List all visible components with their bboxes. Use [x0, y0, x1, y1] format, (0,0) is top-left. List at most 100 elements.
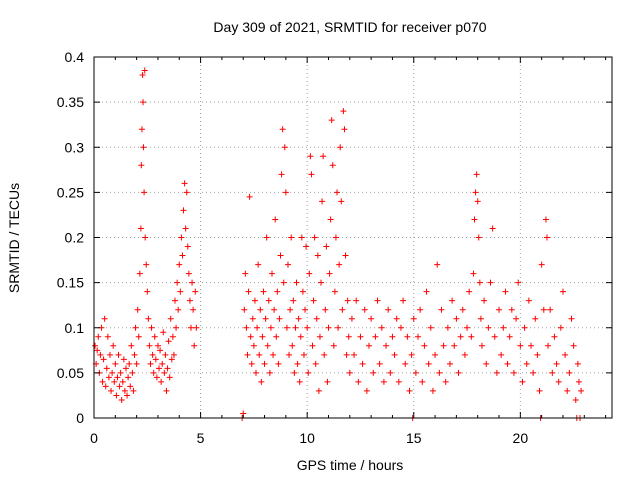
data-point [109, 369, 116, 376]
data-point [487, 279, 494, 286]
data-point [419, 378, 426, 385]
data-point [286, 351, 293, 358]
data-point [429, 387, 436, 394]
data-point [491, 333, 498, 340]
data-point [383, 342, 390, 349]
data-point [268, 270, 275, 277]
data-point [332, 234, 339, 241]
data-point [572, 396, 579, 403]
data-point [496, 306, 503, 313]
data-point [264, 342, 271, 349]
data-point [343, 351, 350, 358]
data-point [97, 351, 104, 358]
data-point [189, 279, 196, 286]
data-point [174, 279, 181, 286]
data-point [165, 338, 172, 345]
data-point [348, 315, 355, 322]
data-point [291, 369, 298, 376]
data-point [94, 347, 101, 354]
data-point [101, 315, 108, 322]
data-point [191, 342, 198, 349]
data-point [115, 351, 122, 358]
data-point [515, 279, 522, 286]
data-point [303, 243, 310, 250]
data-point [472, 189, 479, 196]
data-point [282, 189, 289, 196]
data-point [128, 342, 135, 349]
data-point [256, 351, 263, 358]
y-tick-label: 0.25 [57, 184, 84, 200]
data-point [338, 198, 345, 205]
data-point [342, 252, 349, 259]
data-point [329, 162, 336, 169]
data-point [376, 360, 383, 367]
data-point [481, 297, 488, 304]
data-point [278, 171, 285, 178]
y-tick-label: 0.2 [65, 230, 85, 246]
data-point [361, 306, 368, 313]
data-point [525, 297, 532, 304]
data-point [312, 360, 319, 367]
data-point [372, 333, 379, 340]
data-point [466, 288, 473, 295]
data-point [185, 270, 192, 277]
data-point [391, 351, 398, 358]
data-point [121, 387, 128, 394]
data-point [316, 333, 323, 340]
data-point [166, 374, 173, 381]
data-point [108, 387, 115, 394]
x-axis-title: GPS time / hours [297, 457, 404, 473]
data-point [404, 333, 411, 340]
data-point [436, 369, 443, 376]
data-point [300, 351, 307, 358]
data-point [151, 333, 158, 340]
data-point [457, 333, 464, 340]
data-point [157, 347, 164, 354]
data-point [570, 342, 577, 349]
data-point [378, 324, 385, 331]
data-point [335, 324, 342, 331]
data-point [145, 315, 152, 322]
data-point [344, 297, 351, 304]
data-point [306, 270, 313, 277]
data-point [153, 374, 160, 381]
data-point [140, 144, 147, 151]
data-point [100, 356, 107, 363]
data-point [251, 297, 258, 304]
data-point [542, 216, 549, 223]
data-point [255, 261, 262, 268]
y-tick-label: 0 [76, 410, 84, 426]
data-point [260, 288, 267, 295]
x-tick-label: 10 [299, 430, 315, 446]
data-point [262, 315, 269, 322]
data-point [135, 333, 142, 340]
data-point [190, 306, 197, 313]
data-point [374, 297, 381, 304]
data-point [314, 252, 321, 259]
data-point [247, 333, 254, 340]
data-point [504, 360, 511, 367]
data-point [406, 387, 413, 394]
data-point [498, 351, 505, 358]
data-point [536, 387, 543, 394]
grid [94, 57, 612, 418]
data-point [133, 360, 140, 367]
data-point [359, 360, 366, 367]
data-point [330, 342, 337, 349]
data-point [193, 324, 200, 331]
data-point [173, 324, 180, 331]
data-point [534, 351, 541, 358]
data-point [553, 360, 560, 367]
data-point [502, 288, 509, 295]
data-point [322, 306, 329, 313]
axis-ticks: 0 5 10 15 20 0 0.05 0.1 0.15 0.2 0.25 0.3 0.35 0.4 [57, 49, 612, 446]
data-point [273, 333, 280, 340]
data-point [331, 288, 338, 295]
data-point [172, 297, 179, 304]
data-point [557, 324, 564, 331]
data-point [289, 342, 296, 349]
data-point [141, 189, 148, 196]
data-point [259, 333, 266, 340]
